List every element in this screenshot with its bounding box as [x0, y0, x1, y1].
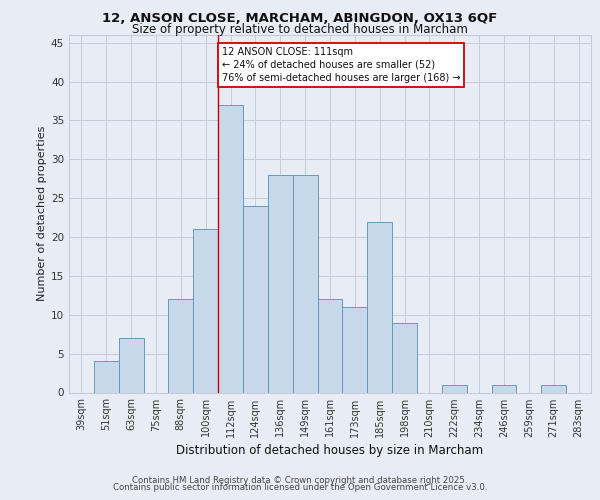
Text: 12 ANSON CLOSE: 111sqm
← 24% of detached houses are smaller (52)
76% of semi-det: 12 ANSON CLOSE: 111sqm ← 24% of detached…: [222, 46, 460, 83]
Bar: [193, 230, 218, 392]
Text: Contains HM Land Registry data © Crown copyright and database right 2025.: Contains HM Land Registry data © Crown c…: [132, 476, 468, 485]
Text: Contains public sector information licensed under the Open Government Licence v3: Contains public sector information licen…: [113, 484, 487, 492]
Bar: [541, 384, 566, 392]
Bar: [119, 338, 143, 392]
Bar: [317, 299, 343, 392]
Bar: [293, 175, 317, 392]
Bar: [343, 307, 367, 392]
X-axis label: Distribution of detached houses by size in Marcham: Distribution of detached houses by size …: [176, 444, 484, 457]
Bar: [442, 384, 467, 392]
Bar: [268, 175, 293, 392]
Bar: [169, 299, 193, 392]
Bar: [367, 222, 392, 392]
Text: 12, ANSON CLOSE, MARCHAM, ABINGDON, OX13 6QF: 12, ANSON CLOSE, MARCHAM, ABINGDON, OX13…: [103, 12, 497, 26]
Bar: [218, 105, 243, 393]
Bar: [392, 322, 417, 392]
Bar: [94, 362, 119, 392]
Bar: [491, 384, 517, 392]
Text: Size of property relative to detached houses in Marcham: Size of property relative to detached ho…: [132, 22, 468, 36]
Y-axis label: Number of detached properties: Number of detached properties: [37, 126, 47, 302]
Bar: [243, 206, 268, 392]
